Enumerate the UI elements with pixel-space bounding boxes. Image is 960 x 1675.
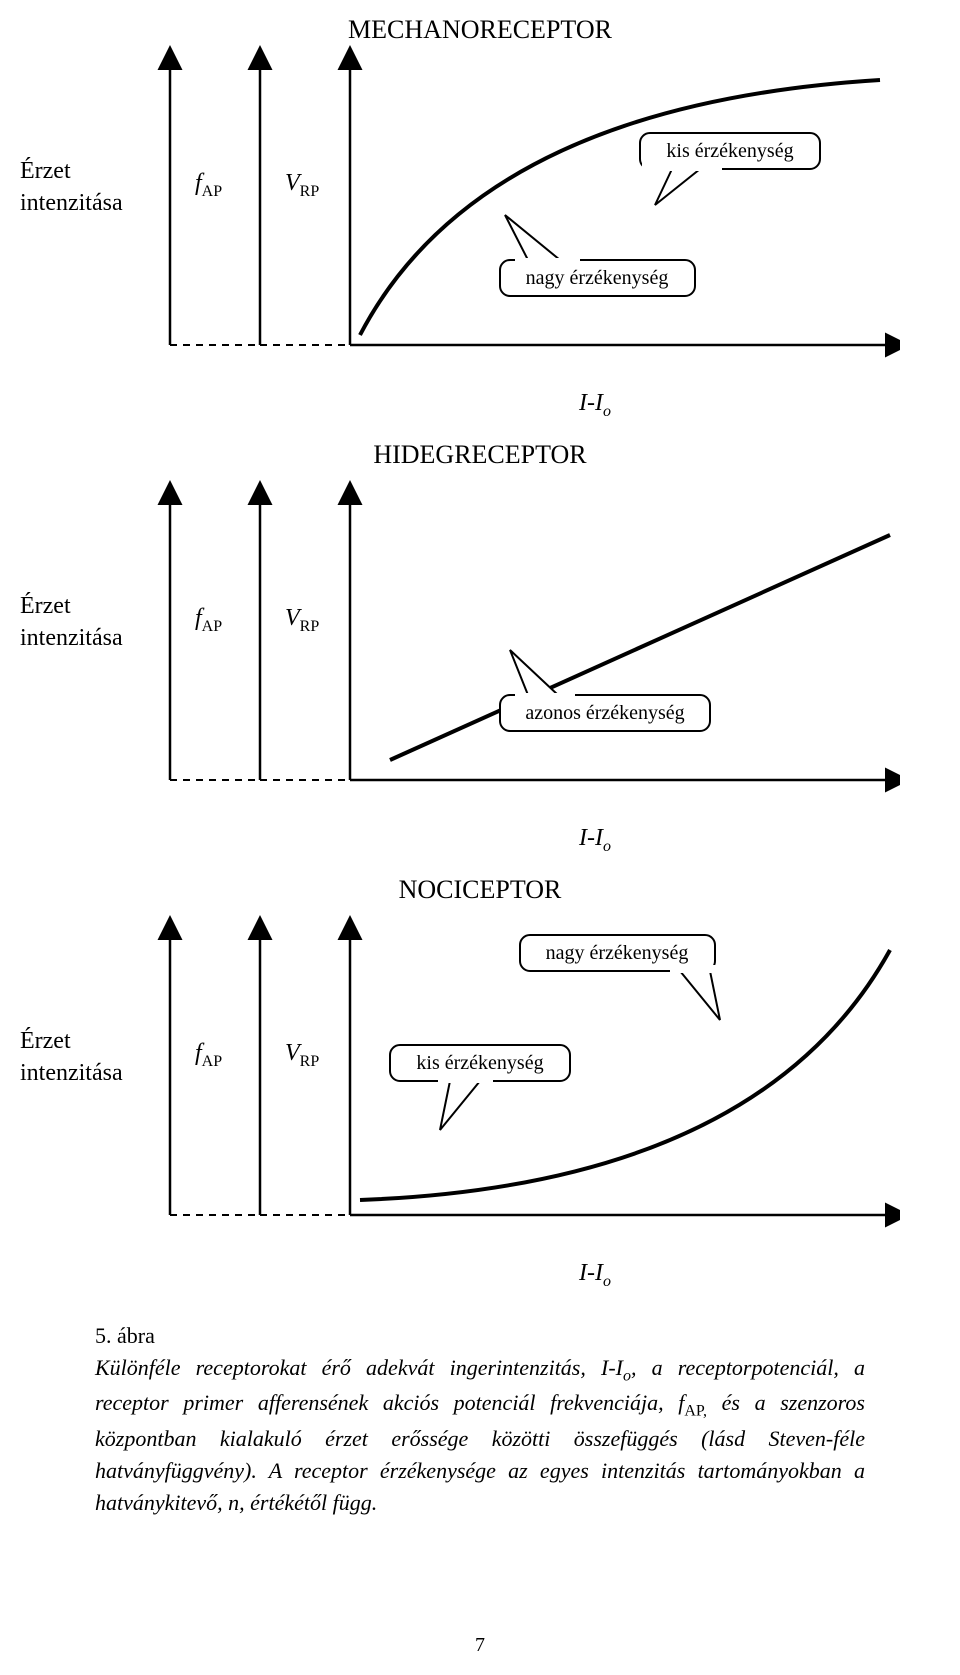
y-axis-label: Érzet intenzitása [20,155,123,220]
figure-caption: 5. ábra Különféle receptorokat érő adekv… [95,1320,865,1519]
panel3: Érzet intenzitása fAP VRP nagy érzékenys… [60,915,900,1255]
vrp3-b: V [285,1040,300,1066]
xlabel-base: I-I [579,390,603,416]
cap-s1b: I-I [601,1355,623,1380]
vrp-sub: RP [300,183,320,200]
callout-nagy-noci-text: nagy érzékenység [546,942,689,964]
xlabel-2: I-Io [0,825,960,856]
panel1-svg: kis érzékenység nagy érzékenység [60,45,900,385]
ylabel-line2: intenzitása [20,190,123,216]
cap-t4: , értékétől függ. [239,1490,377,1515]
xlabel-1: I-Io [0,390,960,421]
callout-kis-noci-text: kis érzékenység [416,1052,543,1074]
panel1-title-text: MECHANORECEPTOR [0,15,960,45]
callout-azonos-text: azonos érzékenység [525,702,684,724]
vrp-label-3: VRP [285,1040,319,1071]
x3-b: I-I [579,1260,603,1286]
vrp3-s: RP [300,1053,320,1070]
fap-sub: AP [202,183,222,200]
y3-l1: Érzet [20,1028,71,1054]
fap3-b: f [195,1040,202,1066]
x2-s: o [603,838,611,855]
vrp-label-2: VRP [285,605,319,636]
panel2-title: HIDEGRECEPTOR [0,440,960,470]
vrp-label: VRP [285,170,319,201]
fap2-b: f [195,605,202,631]
page-number: 7 [0,1634,960,1657]
xlabel-3: I-Io [0,1260,960,1291]
vrp-base: V [285,170,300,196]
callout-kis-noci: kis érzékenység [390,1045,570,1130]
y3-l2: intenzitása [20,1060,123,1086]
y-axis-label-2: Érzet intenzitása [20,590,123,655]
cap-s2s: AP, [684,1403,707,1420]
panel2-svg: azonos érzékenység [60,480,900,820]
x2-b: I-I [579,825,603,851]
y-axis-label-3: Érzet intenzitása [20,1025,123,1090]
panel2: Érzet intenzitása fAP VRP azonos érzéken… [60,480,900,820]
callout-kis-text: kis érzékenység [666,140,793,162]
xlabel-sub: o [603,403,611,420]
cap-s3: n [228,1490,239,1515]
vrp2-s: RP [300,618,320,635]
panel1: Érzet intenzitása fAP VRP [60,45,900,385]
panel3-svg: nagy érzékenység kis érzékenység [60,915,900,1255]
cap-t1: Különféle receptorokat érő adekvát inger… [95,1355,601,1380]
callout-kis: kis érzékenység [640,133,820,205]
fap-label: fAP [195,170,222,201]
page: MECHANORECEPTOR Érzet intenzitása fAP VR… [0,0,960,1675]
cap-s1s: o [623,1367,631,1384]
panel3-title: NOCICEPTOR [0,875,960,905]
callout-nagy: nagy érzékenység [500,215,695,296]
vrp2-b: V [285,605,300,631]
fap-label-3: fAP [195,1040,222,1071]
ylabel2-l1: Érzet [20,593,71,619]
callout-nagy-noci: nagy érzékenység [520,935,720,1020]
caption-figno: 5. ábra [95,1323,155,1348]
fap-label-2: fAP [195,605,222,636]
fap-base: f [195,170,202,196]
x3-s: o [603,1273,611,1290]
ylabel2-l2: intenzitása [20,625,123,651]
callout-nagy-text: nagy érzékenység [526,267,669,289]
fap3-s: AP [202,1053,222,1070]
fap2-s: AP [202,618,222,635]
ylabel-line1: Érzet [20,158,71,184]
